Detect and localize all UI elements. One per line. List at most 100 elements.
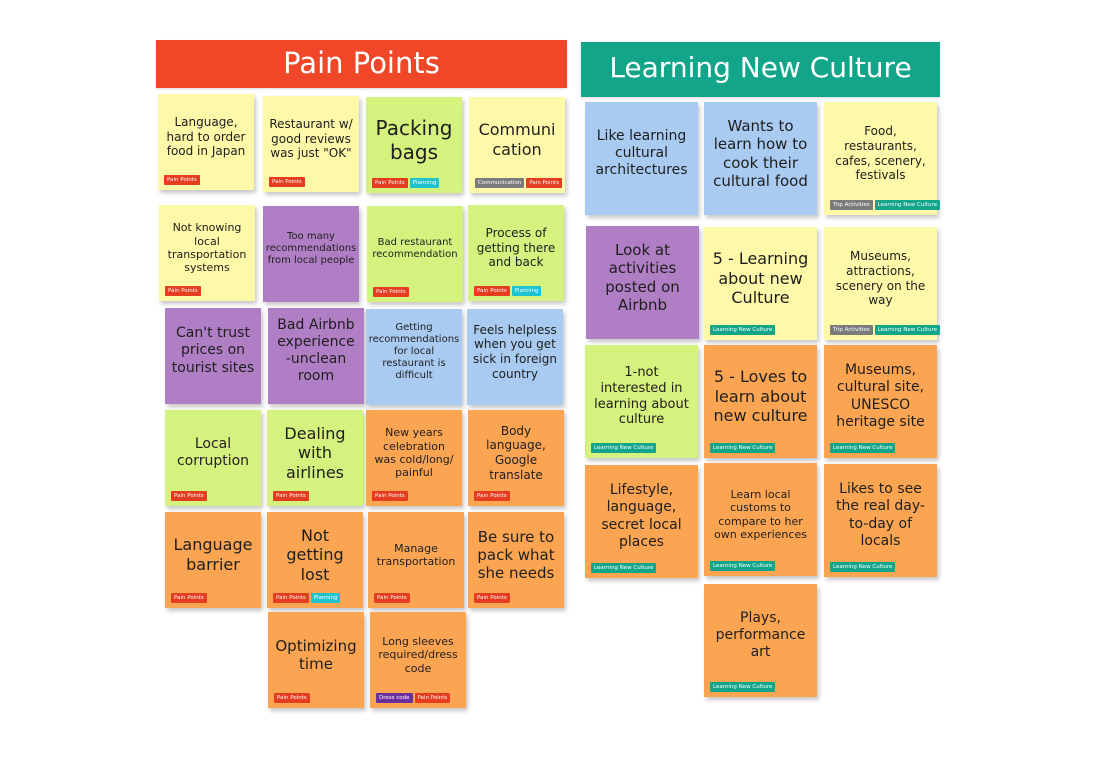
tag-list: Trip Activities Learning New Culture <box>830 325 941 335</box>
tag-pain-points[interactable]: Pain Points <box>274 693 310 703</box>
sticky-note[interactable]: Getting recommendations for local restau… <box>366 309 462 405</box>
sticky-note[interactable]: 5 - Learning about new Culture Learning N… <box>704 227 817 340</box>
sticky-note[interactable]: Process of getting there and back Pain Po… <box>468 205 564 301</box>
tag-learning-new-culture[interactable]: Learning New Culture <box>874 200 941 210</box>
sticky-note-text: 5 - Loves to learn about new culture <box>713 367 808 426</box>
pain-points-header[interactable]: Pain Points <box>156 40 567 88</box>
sticky-note[interactable]: Language, hard to order food in Japan Pai… <box>158 94 254 190</box>
learning-new-culture-header[interactable]: Learning New Culture <box>581 42 940 97</box>
tag-pain-points[interactable]: Pain Points <box>474 286 510 296</box>
sticky-note[interactable]: Too many recommendations from local peop… <box>263 206 359 302</box>
tag-list: Pain Points <box>374 593 410 603</box>
tag-learning-new-culture[interactable]: Learning New Culture <box>710 325 776 335</box>
tag-pain-points[interactable]: Pain Points <box>273 593 309 603</box>
tag-learning-new-culture[interactable]: Learning New Culture <box>591 563 657 573</box>
tag-pain-points[interactable]: Pain Points <box>273 491 309 501</box>
sticky-note-text: Local corruption <box>176 435 250 469</box>
tag-learning-new-culture[interactable]: Learning New Culture <box>710 443 776 453</box>
tag-learning-new-culture[interactable]: Learning New Culture <box>874 325 941 335</box>
tag-learning-new-culture[interactable]: Learning New Culture <box>710 561 776 571</box>
sticky-note-text: Museums, attractions, scenery on the way <box>835 249 926 308</box>
sticky-note[interactable]: Manage transportation Pain Points <box>368 512 464 608</box>
tag-list: Pain Points <box>373 287 409 297</box>
sticky-note[interactable]: Not knowing local transportation systems… <box>159 205 255 301</box>
tag-list: Pain Points Planning <box>474 286 542 296</box>
tag-list: Trip Activities Learning New Culture <box>830 200 941 210</box>
sticky-note[interactable]: Learn local customs to compare to her ow… <box>704 463 817 576</box>
sticky-note[interactable]: Local corruption Pain Points <box>165 410 261 506</box>
tag-learning-new-culture[interactable]: Learning New Culture <box>591 443 657 453</box>
sticky-note-text: Getting recommendations for local restau… <box>368 321 460 382</box>
tag-list: Learning New Culture <box>591 563 657 573</box>
sticky-note-text: Bad restaurant recommendation <box>372 236 458 260</box>
tag-learning-new-culture[interactable]: Learning New Culture <box>830 562 896 572</box>
sticky-note[interactable]: Bad restaurant recommendation Pain Points <box>367 206 463 302</box>
tag-list: Pain Points <box>273 491 309 501</box>
tag-pain-points[interactable]: Pain Points <box>373 287 409 297</box>
sticky-note-text: Be sure to pack what she needs <box>477 527 555 583</box>
tag-communication[interactable]: Communication <box>475 178 525 188</box>
sticky-note-text: Learn local customs to compare to her ow… <box>714 487 807 541</box>
sticky-note-text: Dealing with airlines <box>284 423 346 482</box>
tag-pain-points[interactable]: Pain Points <box>269 177 305 187</box>
sticky-note[interactable]: Look at activities posted on Airbnb <box>586 226 699 339</box>
tag-pain-points[interactable]: Pain Points <box>164 175 200 185</box>
sticky-note[interactable]: Museums, cultural site, UNESCO heritage … <box>824 345 937 458</box>
sticky-note[interactable]: 1-not interested in learning about cultu… <box>585 345 698 458</box>
sticky-note[interactable]: Packing bags Pain Points Planning <box>366 97 462 193</box>
sticky-note-text: Bad Airbnb experience -unclean room <box>277 316 355 385</box>
sticky-note[interactable]: Dealing with airlines Pain Points <box>267 410 363 506</box>
tag-pain-points[interactable]: Pain Points <box>526 178 563 188</box>
sticky-note[interactable]: Lifestyle, language, secret local places… <box>585 465 698 578</box>
sticky-note[interactable]: Like learning cultural architectures <box>585 102 698 215</box>
sticky-note-text: Plays, performance art <box>715 609 806 661</box>
sticky-note[interactable]: Wants to learn how to cook their cultura… <box>704 102 817 215</box>
tag-list: Pain Points Planning <box>273 593 341 603</box>
sticky-note[interactable]: Can't trust prices on tourist sites <box>165 308 261 404</box>
sticky-note[interactable]: Language barrier Pain Points <box>165 512 261 608</box>
sticky-note[interactable]: Communi cation Communication Pain Points <box>469 97 565 193</box>
sticky-note[interactable]: Plays, performance art Learning New Cultu… <box>704 584 817 697</box>
sticky-note[interactable]: Long sleeves required/dress code Dress co… <box>370 612 466 708</box>
tag-pain-points[interactable]: Pain Points <box>474 491 510 501</box>
tag-trip-activities[interactable]: Trip Activities <box>830 200 873 210</box>
sticky-note-text: Feels helpless when you get sick in fore… <box>473 322 557 381</box>
sticky-note[interactable]: Bad Airbnb experience -unclean room <box>268 308 364 404</box>
tag-list: Pain Points <box>171 593 207 603</box>
tag-pain-points[interactable]: Pain Points <box>474 593 510 603</box>
tag-pain-points[interactable]: Pain Points <box>372 178 408 188</box>
tag-planning[interactable]: Planning <box>409 178 440 188</box>
tag-learning-new-culture[interactable]: Learning New Culture <box>710 682 776 692</box>
sticky-note[interactable]: Likes to see the real day-to-day of loca… <box>824 464 937 577</box>
tag-list: Pain Points <box>474 491 510 501</box>
sticky-note[interactable]: New years celebration was cold/long/ pai… <box>366 410 462 506</box>
sticky-note[interactable]: Restaurant w/ good reviews was just "OK"… <box>263 96 359 192</box>
sticky-note-text: Language, hard to order food in Japan <box>166 115 246 159</box>
tag-pain-points[interactable]: Pain Points <box>372 491 408 501</box>
sticky-note[interactable]: Body language, Google translate Pain Poin… <box>468 410 564 506</box>
tag-learning-new-culture[interactable]: Learning New Culture <box>830 443 896 453</box>
tag-planning[interactable]: Planning <box>310 593 341 603</box>
sticky-note-text: 5 - Learning about new Culture <box>712 249 809 308</box>
sticky-note[interactable]: 5 - Loves to learn about new culture Lear… <box>704 345 817 458</box>
tag-pain-points[interactable]: Pain Points <box>165 286 201 296</box>
tag-dress-code[interactable]: Dress code <box>376 693 413 703</box>
tag-trip-activities[interactable]: Trip Activities <box>830 325 873 335</box>
tag-pain-points[interactable]: Pain Points <box>414 693 451 703</box>
sticky-note-text: Restaurant w/ good reviews was just "OK" <box>269 117 353 161</box>
sticky-note-text: Optimizing time <box>275 636 357 673</box>
sticky-note[interactable]: Feels helpless when you get sick in fore… <box>467 309 563 405</box>
tag-planning[interactable]: Planning <box>511 286 542 296</box>
sticky-note[interactable]: Not getting lost Pain Points Planning <box>267 512 363 608</box>
sticky-note-text: New years celebration was cold/long/ pai… <box>374 426 454 480</box>
sticky-note-text: Packing bags <box>375 115 453 164</box>
sticky-note[interactable]: Be sure to pack what she needs Pain Point… <box>468 512 564 608</box>
sticky-note-text: 1-not interested in learning about cultu… <box>594 364 689 428</box>
tag-pain-points[interactable]: Pain Points <box>171 593 207 603</box>
sticky-note[interactable]: Optimizing time Pain Points <box>268 612 364 708</box>
sticky-note[interactable]: Museums, attractions, scenery on the way… <box>824 227 941 340</box>
sticky-note[interactable]: Food, restaurants, cafes, scenery, festi… <box>824 102 941 215</box>
tag-list: Pain Points <box>372 491 408 501</box>
tag-pain-points[interactable]: Pain Points <box>171 491 207 501</box>
tag-pain-points[interactable]: Pain Points <box>374 593 410 603</box>
